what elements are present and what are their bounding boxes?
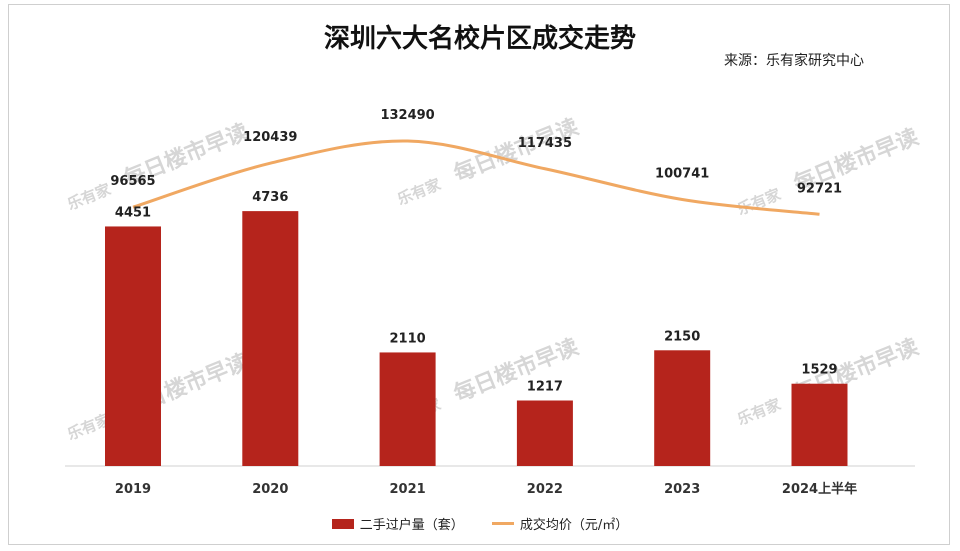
bar-value-label: 2150 [664, 329, 700, 344]
legend-swatch-bar [331, 518, 354, 529]
legend-label-bar: 二手过户量（套） [359, 518, 464, 533]
bar-2024上半年 [791, 383, 848, 466]
price-value-label: 92721 [797, 181, 842, 196]
bar-2023 [654, 350, 711, 466]
price-value-label: 132490 [380, 108, 434, 123]
bar-value-label: 1529 [801, 363, 837, 378]
legend-swatch-line [491, 522, 514, 525]
watermark-logo-text: 乐有家 [395, 175, 443, 209]
watermark-logo-text: 乐有家 [735, 185, 783, 219]
legend: 二手过户量（套） 成交均价（元/㎡） [0, 514, 960, 533]
watermark-logo-text: 乐有家 [735, 395, 783, 429]
legend-item-bar: 二手过户量（套） [331, 514, 464, 533]
price-value-label: 96565 [110, 174, 155, 189]
bar-value-label: 2110 [390, 331, 426, 346]
source-note: 来源：乐有家研究中心 [724, 53, 864, 69]
legend-label-line: 成交均价（元/㎡） [519, 518, 629, 533]
price-value-label: 117435 [518, 136, 572, 151]
price-value-label: 100741 [655, 166, 709, 181]
bars-layer [105, 211, 848, 466]
chart-title: 深圳六大名校片区成交走势 [323, 24, 636, 54]
x-tick-label: 2023 [664, 482, 700, 497]
price-value-label: 120439 [243, 130, 297, 145]
bar-value-label: 4736 [252, 190, 288, 205]
x-tick-label: 2021 [390, 482, 426, 497]
price-line [132, 139, 820, 216]
x-tick-label: 2020 [252, 482, 288, 497]
labels-layer: 4451 2019 4736 2020 2110 2021 1217 2022 2150 2023… [110, 108, 857, 497]
watermark-brand-text: 每日楼市早读 [450, 334, 582, 408]
watermark-logo-text: 乐有家 [65, 180, 113, 214]
bar-value-label: 1217 [527, 380, 563, 395]
x-tick-label: 2022 [527, 482, 563, 497]
bar-2020 [242, 211, 299, 466]
bar-value-label: 4451 [115, 205, 151, 220]
bar-2022 [516, 400, 573, 466]
legend-item-line: 成交均价（元/㎡） [491, 514, 629, 533]
x-tick-label: 2024上半年 [782, 481, 857, 497]
bar-2021 [379, 352, 436, 466]
bar-2019 [105, 226, 161, 466]
x-tick-label: 2019 [115, 482, 151, 497]
